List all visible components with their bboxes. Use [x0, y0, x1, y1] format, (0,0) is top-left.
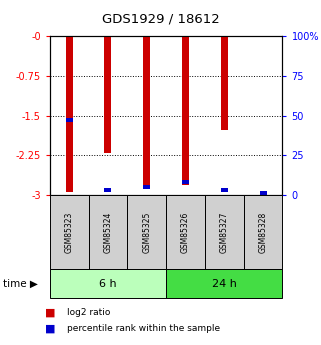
Text: 6 h: 6 h [99, 279, 117, 289]
Bar [182, 180, 189, 184]
Text: time ▶: time ▶ [3, 279, 38, 289]
Bar [182, 36, 189, 185]
Bar [50, 195, 89, 269]
Bar [244, 195, 282, 269]
Bar [89, 195, 127, 269]
Bar [205, 195, 244, 269]
Bar [143, 36, 150, 185]
Text: GSM85324: GSM85324 [103, 211, 112, 253]
Bar [66, 118, 73, 122]
Text: GSM85327: GSM85327 [220, 211, 229, 253]
Bar [66, 36, 73, 192]
Text: GSM85325: GSM85325 [142, 211, 151, 253]
Text: GSM85326: GSM85326 [181, 211, 190, 253]
Bar [104, 36, 111, 152]
Bar [127, 195, 166, 269]
Bar [104, 188, 111, 192]
Bar [260, 191, 266, 195]
Text: ■: ■ [45, 307, 56, 317]
Bar [166, 195, 205, 269]
Text: log2 ratio: log2 ratio [67, 308, 111, 317]
Bar [50, 269, 166, 298]
Bar [143, 185, 150, 189]
Bar [260, 36, 266, 37]
Text: GSM85328: GSM85328 [259, 211, 268, 253]
Bar [166, 269, 282, 298]
Text: 24 h: 24 h [212, 279, 237, 289]
Text: percentile rank within the sample: percentile rank within the sample [67, 324, 221, 333]
Text: ■: ■ [45, 324, 56, 333]
Text: GDS1929 / 18612: GDS1929 / 18612 [102, 12, 219, 25]
Bar [221, 36, 228, 130]
Bar [221, 188, 228, 192]
Text: GSM85323: GSM85323 [65, 211, 74, 253]
